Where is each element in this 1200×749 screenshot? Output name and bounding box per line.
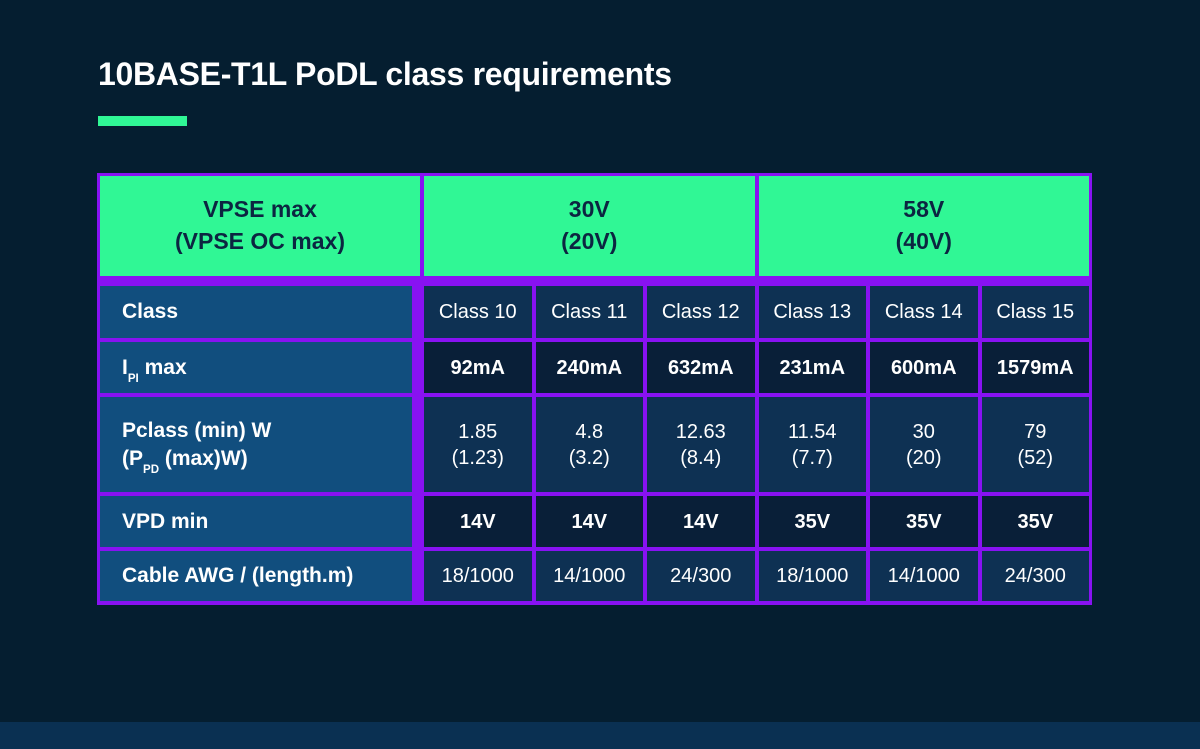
row-label-class: Class xyxy=(100,286,412,338)
cell-pclass-class13: 11.54 (7.7) xyxy=(758,397,866,492)
header-30v-line2: (20V) xyxy=(561,228,618,254)
podl-requirements-table: VPSE max (VPSE OC max) 30V (20V) 58V (40… xyxy=(97,173,1092,605)
row-label-pclass-line1: Pclass (min) W xyxy=(122,419,272,443)
title-underline-accent xyxy=(98,116,187,126)
cell-pclass-class12: 12.63 (8.4) xyxy=(647,397,755,492)
header-cell-58v: 58V (40V) xyxy=(758,176,1089,276)
cell-pclass-class10: 1.85 (1.23) xyxy=(424,397,532,492)
cell-vpd-class11: 14V xyxy=(535,496,643,547)
row-label-vpd-min: VPD min xyxy=(100,496,412,547)
cell-ipi-class11: 240mA xyxy=(535,342,643,393)
cell-class-14: Class 14 xyxy=(870,286,978,338)
cell-cable-class12: 24/300 xyxy=(647,551,755,601)
header-vpse-line2: (VPSE OC max) xyxy=(175,228,345,254)
ppd-subscript: PD xyxy=(143,463,160,476)
row-label-pclass-line2: (PPD (max)W) xyxy=(122,446,248,476)
cell-class-10: Class 10 xyxy=(424,286,532,338)
row-label-class-text: Class xyxy=(122,300,179,324)
cell-class-11: Class 11 xyxy=(535,286,643,338)
cell-class-13: Class 13 xyxy=(758,286,866,338)
cell-vpd-class10: 14V xyxy=(424,496,532,547)
row-label-cable-awg-text: Cable AWG / (length.m) xyxy=(122,564,354,588)
cell-pclass-class11: 4.8 (3.2) xyxy=(535,397,643,492)
cell-cable-class14: 14/1000 xyxy=(870,551,978,601)
cell-cable-class15: 24/300 xyxy=(981,551,1089,601)
row-label-pclass: Pclass (min) W (PPD (max)W) xyxy=(100,397,412,492)
header-vpse-line1: VPSE max xyxy=(203,196,317,223)
header-cell-vpse: VPSE max (VPSE OC max) xyxy=(100,176,420,276)
cell-ipi-class14: 600mA xyxy=(870,342,978,393)
cell-cable-class11: 14/1000 xyxy=(535,551,643,601)
cell-vpd-class15: 35V xyxy=(981,496,1089,547)
cell-pclass-class14: 30 (20) xyxy=(870,397,978,492)
cell-ipi-class10: 92mA xyxy=(424,342,532,393)
cell-class-12: Class 12 xyxy=(647,286,755,338)
header-58v-line1: 58V xyxy=(903,196,945,223)
row-label-ipi-max: IPI max xyxy=(100,342,412,393)
cell-cable-class13: 18/1000 xyxy=(758,551,866,601)
header-cell-30v: 30V (20V) xyxy=(424,176,755,276)
ipi-subscript: PI xyxy=(127,372,139,385)
cell-ipi-class12: 632mA xyxy=(647,342,755,393)
cell-class-15: Class 15 xyxy=(981,286,1089,338)
page-title: 10BASE-T1L PoDL class requirements xyxy=(98,56,672,92)
cell-ipi-class13: 231mA xyxy=(758,342,866,393)
header-30v-line1: 30V xyxy=(568,196,610,223)
cell-pclass-class15: 79 (52) xyxy=(981,397,1089,492)
cell-cable-class10: 18/1000 xyxy=(424,551,532,601)
cell-vpd-class12: 14V xyxy=(647,496,755,547)
cell-ipi-class15: 1579mA xyxy=(981,342,1089,393)
row-label-ipi-max-text: IPI max xyxy=(122,355,187,385)
cell-vpd-class13: 35V xyxy=(758,496,866,547)
header-58v-line2: (40V) xyxy=(895,228,952,254)
cell-vpd-class14: 35V xyxy=(870,496,978,547)
row-label-cable-awg: Cable AWG / (length.m) xyxy=(100,551,412,601)
row-label-vpd-min-text: VPD min xyxy=(122,509,209,533)
footer-strip xyxy=(0,722,1200,749)
